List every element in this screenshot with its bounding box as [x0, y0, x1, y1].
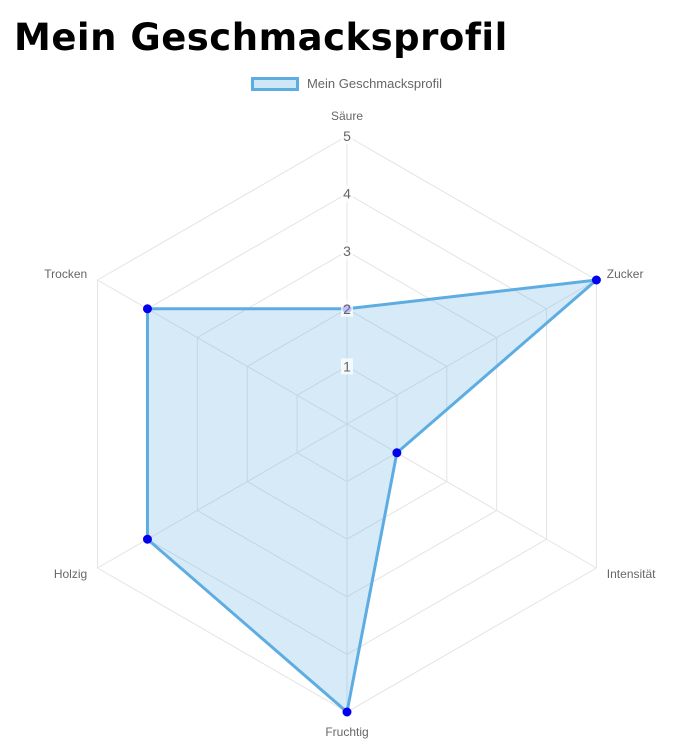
tick-label-3: 3	[343, 243, 351, 259]
legend-label: Mein Geschmacksprofil	[306, 76, 443, 91]
grid-spoke-2	[346, 423, 597, 569]
grid-spoke-5	[97, 279, 348, 425]
axis-label-trocken: Trocken	[44, 267, 87, 281]
radar-axis-labels: Säure Zucker Intensität Fruchtig Holzig Trock…	[44, 109, 656, 739]
axis-label-holzig: Holzig	[54, 567, 87, 581]
data-point-zucker[interactable]	[591, 275, 601, 285]
tick-backdrop-3	[341, 243, 353, 260]
tick-backdrop-4	[341, 185, 353, 202]
legend-swatch	[250, 76, 299, 91]
tick-label-4: 4	[343, 186, 351, 202]
tick-backdrop-1	[341, 358, 353, 375]
radar-series	[142, 275, 602, 717]
page-title: Mein Geschmacksprofil	[14, 16, 508, 59]
data-point-trocken[interactable]	[142, 304, 152, 314]
grid-spoke-1	[346, 279, 597, 425]
data-point-intensität[interactable]	[392, 448, 402, 458]
series-area-0	[145, 277, 602, 715]
chart-legend[interactable]: Mein Geschmacksprofil	[0, 76, 693, 91]
data-point-fruchtig[interactable]	[342, 707, 352, 717]
tick-label-5: 5	[343, 128, 351, 144]
axis-label-intensität: Intensität	[607, 567, 656, 581]
radar-ticks: 1 2 3 4 5	[341, 128, 353, 375]
tick-label-2: 2	[343, 301, 351, 317]
radar-grid	[97, 135, 597, 713]
tick-backdrop-2	[341, 300, 353, 317]
axis-label-fruchtig: Fruchtig	[325, 725, 368, 739]
grid-spoke-4	[97, 423, 348, 569]
tick-label-1: 1	[343, 358, 351, 374]
axis-label-säure: Säure	[331, 109, 363, 123]
data-point-holzig[interactable]	[142, 534, 152, 544]
axis-label-zucker: Zucker	[607, 267, 644, 281]
tick-backdrop-5	[341, 128, 353, 144]
